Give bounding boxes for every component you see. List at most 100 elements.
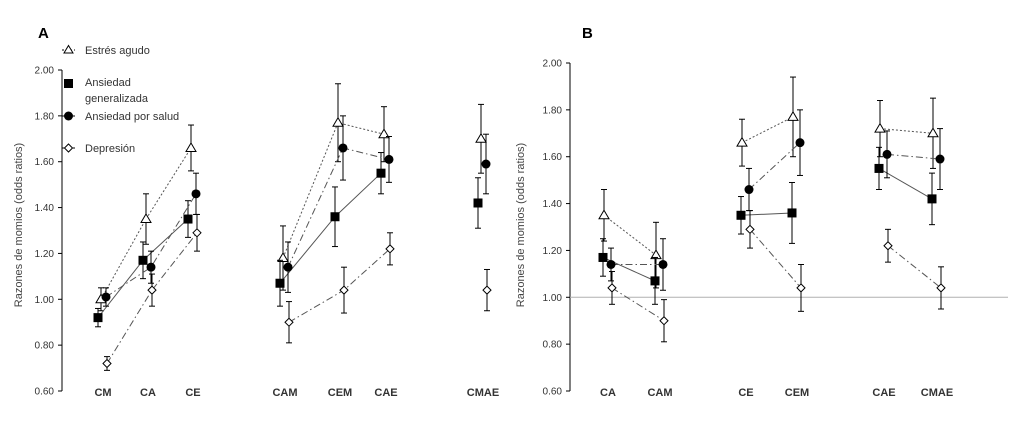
data-point-ansiedad-generalizada	[598, 252, 608, 262]
y-tick-label: 0.80	[543, 340, 563, 351]
data-point-ansiedad-por-salud	[191, 189, 201, 199]
data-point-ansiedad-generalizada	[183, 214, 193, 224]
legend-ansiedad-salud-label: Ansiedad por salud	[85, 111, 179, 123]
panel-a-legend: Estrés agudo Ansiedad generalizada Ansie…	[62, 44, 179, 155]
data-point-depresion	[482, 285, 492, 295]
data-point-ansiedad-generalizada	[874, 163, 884, 173]
data-point-estres-agudo	[140, 213, 152, 224]
legend-square-marker	[64, 79, 73, 88]
legend-estres-label: Estrés agudo	[85, 45, 150, 57]
category-label-cam: CAM	[272, 387, 297, 399]
data-point-ansiedad-por-salud	[658, 259, 668, 269]
data-point-ansiedad-por-salud	[384, 154, 394, 164]
data-point-depresion	[102, 358, 112, 369]
series-line-depresion	[106, 232, 198, 364]
data-point-depresion	[883, 241, 893, 251]
y-tick-label: 1.80	[543, 105, 563, 116]
panel-a-letter: A	[38, 25, 49, 42]
category-label-cmae: CMAE	[467, 387, 499, 399]
data-point-depresion	[284, 317, 294, 327]
series-line-estres-agudo	[282, 122, 385, 259]
y-tick-label: 1.60	[543, 152, 563, 163]
data-point-estres-agudo	[736, 136, 748, 147]
data-point-depresion	[607, 283, 617, 293]
data-point-estres-agudo	[874, 122, 886, 133]
data-point-ansiedad-por-salud	[283, 262, 293, 272]
data-point-estres-agudo	[927, 127, 939, 138]
panel-b-y-axis-label: Razones de momios (odds ratios)	[515, 143, 527, 307]
data-point-estres-agudo	[277, 252, 289, 263]
data-point-ansiedad-generalizada	[138, 255, 148, 265]
data-point-ansiedad-por-salud	[744, 185, 754, 195]
data-point-estres-agudo	[650, 249, 662, 260]
y-tick-label: 1.20	[543, 246, 563, 257]
series-line-ansiedad-por-salud	[886, 153, 941, 160]
series-line-estres-agudo	[879, 128, 934, 134]
series-line-depresion	[887, 245, 942, 289]
panel-b-plot: 0.60 0.80 1.00 1.20 1.40 1.60 1.80 2.00 CA CAM CE C…	[543, 59, 1008, 399]
data-point-depresion	[745, 224, 755, 235]
data-point-ansiedad-por-salud	[935, 154, 945, 164]
y-tick-label: 0.60	[35, 387, 55, 398]
data-point-ansiedad-generalizada	[473, 198, 483, 208]
data-point-estres-agudo	[185, 141, 197, 152]
category-label-cem: CEM	[785, 387, 809, 399]
legend-ansiedad-gen-label-1: Ansiedad	[85, 77, 131, 89]
y-tick-label: 1.20	[35, 249, 55, 260]
series-line-depresion	[611, 287, 665, 322]
data-point-estres-agudo	[475, 132, 487, 143]
series-line-estres-agudo	[603, 214, 657, 256]
series-line-depresion	[749, 229, 802, 289]
legend-triangle-marker	[63, 44, 74, 54]
data-point-depresion	[147, 285, 157, 295]
data-point-ansiedad-generalizada	[650, 276, 660, 286]
data-point-ansiedad-generalizada	[376, 168, 386, 178]
series-line-ansiedad-por-salud	[748, 142, 801, 190]
data-point-estres-agudo	[598, 209, 610, 220]
data-point-ansiedad-generalizada	[330, 212, 340, 222]
category-label-ca: CA	[140, 387, 156, 399]
y-tick-label: 1.00	[35, 295, 55, 306]
data-point-ansiedad-generalizada	[787, 208, 797, 218]
data-point-ansiedad-generalizada	[275, 278, 285, 288]
data-point-depresion	[796, 283, 806, 293]
data-point-ansiedad-por-salud	[146, 262, 156, 272]
category-label-cem: CEM	[328, 387, 352, 399]
legend-circle-marker	[64, 111, 73, 121]
y-tick-label: 0.80	[35, 341, 55, 352]
data-point-depresion	[936, 283, 946, 293]
panel-b-letter: B	[582, 25, 593, 42]
y-tick-label: 1.00	[543, 293, 563, 304]
category-label-ce: CE	[185, 387, 200, 399]
series-line-depresion	[288, 248, 391, 323]
series-line-ansiedad-por-salud	[287, 147, 390, 268]
data-point-ansiedad-por-salud	[882, 149, 892, 159]
legend-diamond-marker	[63, 143, 74, 153]
series-line-estres-agudo	[741, 116, 794, 144]
y-tick-label: 2.00	[543, 59, 563, 70]
category-label-ca: CA	[600, 387, 616, 399]
data-point-ansiedad-generalizada	[736, 210, 746, 220]
category-label-cae: CAE	[374, 387, 397, 399]
y-tick-label: 0.60	[543, 387, 563, 398]
data-point-ansiedad-por-salud	[795, 138, 805, 148]
category-label-cam: CAM	[647, 387, 672, 399]
data-point-ansiedad-por-salud	[481, 159, 491, 169]
data-point-depresion	[385, 244, 395, 254]
data-point-estres-agudo	[378, 128, 390, 139]
category-label-cae: CAE	[872, 387, 895, 399]
category-label-ce: CE	[738, 387, 753, 399]
y-tick-label: 2.00	[35, 66, 55, 77]
legend-ansiedad-gen-label-2: generalizada	[85, 93, 149, 105]
data-point-ansiedad-por-salud	[101, 292, 111, 302]
data-point-depresion	[339, 285, 349, 295]
category-label-cm: CM	[94, 387, 111, 399]
category-label-cmae: CMAE	[921, 387, 953, 399]
y-tick-label: 1.40	[543, 199, 563, 210]
series-line-ansiedad-generalizada	[740, 212, 793, 216]
data-point-depresion	[192, 228, 202, 238]
data-point-ansiedad-por-salud	[606, 259, 616, 269]
data-point-depresion	[659, 316, 669, 326]
panel-a-y-axis-label: Razones de momios (odds ratios)	[13, 143, 25, 307]
